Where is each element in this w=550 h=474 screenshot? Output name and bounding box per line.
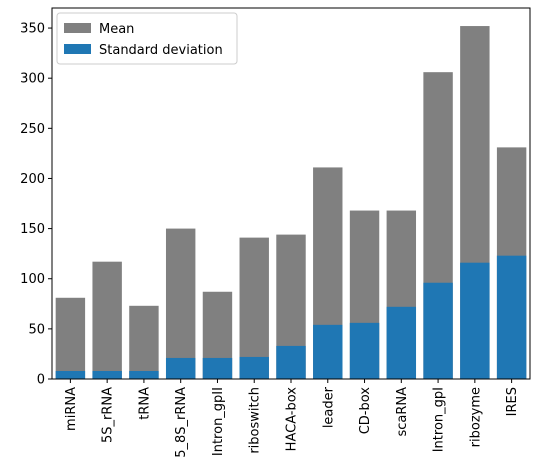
legend: Mean Standard deviation bbox=[56, 12, 238, 65]
std-bar-leader bbox=[313, 324, 343, 379]
legend-box bbox=[56, 12, 238, 65]
x-tick-label-ribozyme: ribozyme bbox=[468, 387, 483, 447]
std-bar-miRNA bbox=[55, 370, 86, 379]
y-tick-label-150: 150 bbox=[20, 222, 45, 237]
x-tick-label-CD-box: CD-box bbox=[358, 387, 373, 435]
std-bar-Intron_gpI bbox=[423, 282, 453, 379]
x-tick-label-HACA-box: HACA-box bbox=[285, 387, 300, 452]
x-tick-label-tRNA: tRNA bbox=[137, 387, 152, 420]
bars-group bbox=[55, 26, 527, 380]
y-tick-label-50: 50 bbox=[28, 322, 45, 337]
legend-swatch-0 bbox=[64, 23, 91, 33]
std-bar-scaRNA bbox=[386, 306, 417, 379]
x-tick-label-5S_rRNA: 5S_rRNA bbox=[101, 387, 116, 443]
y-tick-label-100: 100 bbox=[20, 272, 45, 287]
std-bar-5_8S_rRNA bbox=[165, 357, 196, 379]
x-tick-label-scaRNA: scaRNA bbox=[395, 387, 410, 437]
mean-bar-tRNA bbox=[129, 305, 159, 379]
std-bar-tRNA bbox=[129, 370, 159, 379]
x-tick-label-Intron_gpI: Intron_gpI bbox=[432, 387, 447, 452]
x-tick-label-leader: leader bbox=[321, 386, 336, 428]
std-bar-Intron_gpII bbox=[202, 357, 233, 379]
x-tick-label-miRNA: miRNA bbox=[64, 387, 79, 431]
x-tick-label-5_8S_rRNA: 5_8S_rRNA bbox=[174, 387, 189, 458]
legend-label-0: Mean bbox=[99, 22, 134, 37]
axes-group: 0 50 100 150 200 250 300 350 miRNA 5S_rRNA tRNA 5_8… bbox=[20, 7, 531, 458]
y-tick-label-350: 350 bbox=[20, 22, 45, 37]
std-bar-ribozyme bbox=[460, 262, 490, 379]
mean-bar-riboswitch bbox=[239, 237, 269, 379]
legend-label-1: Standard deviation bbox=[99, 43, 223, 58]
mean-bar-5S_rRNA bbox=[92, 261, 122, 379]
std-bar-riboswitch bbox=[239, 356, 269, 379]
y-tick-label-200: 200 bbox=[20, 172, 45, 187]
mean-bar-miRNA bbox=[55, 297, 86, 379]
std-bar-CD-box bbox=[349, 322, 380, 379]
y-tick-label-0: 0 bbox=[37, 373, 45, 388]
std-bar-5S_rRNA bbox=[92, 370, 122, 379]
std-bar-IRES bbox=[496, 255, 527, 379]
legend-swatch-1 bbox=[64, 44, 91, 54]
x-tick-label-IRES: IRES bbox=[505, 387, 520, 416]
x-tick-label-riboswitch: riboswitch bbox=[248, 387, 263, 454]
mean-bar-5_8S_rRNA bbox=[165, 228, 196, 379]
x-tick-label-Intron_gpII: Intron_gpII bbox=[211, 387, 226, 456]
std-bar-HACA-box bbox=[276, 345, 306, 379]
y-tick-label-250: 250 bbox=[20, 122, 45, 137]
y-tick-label-300: 300 bbox=[20, 72, 45, 87]
